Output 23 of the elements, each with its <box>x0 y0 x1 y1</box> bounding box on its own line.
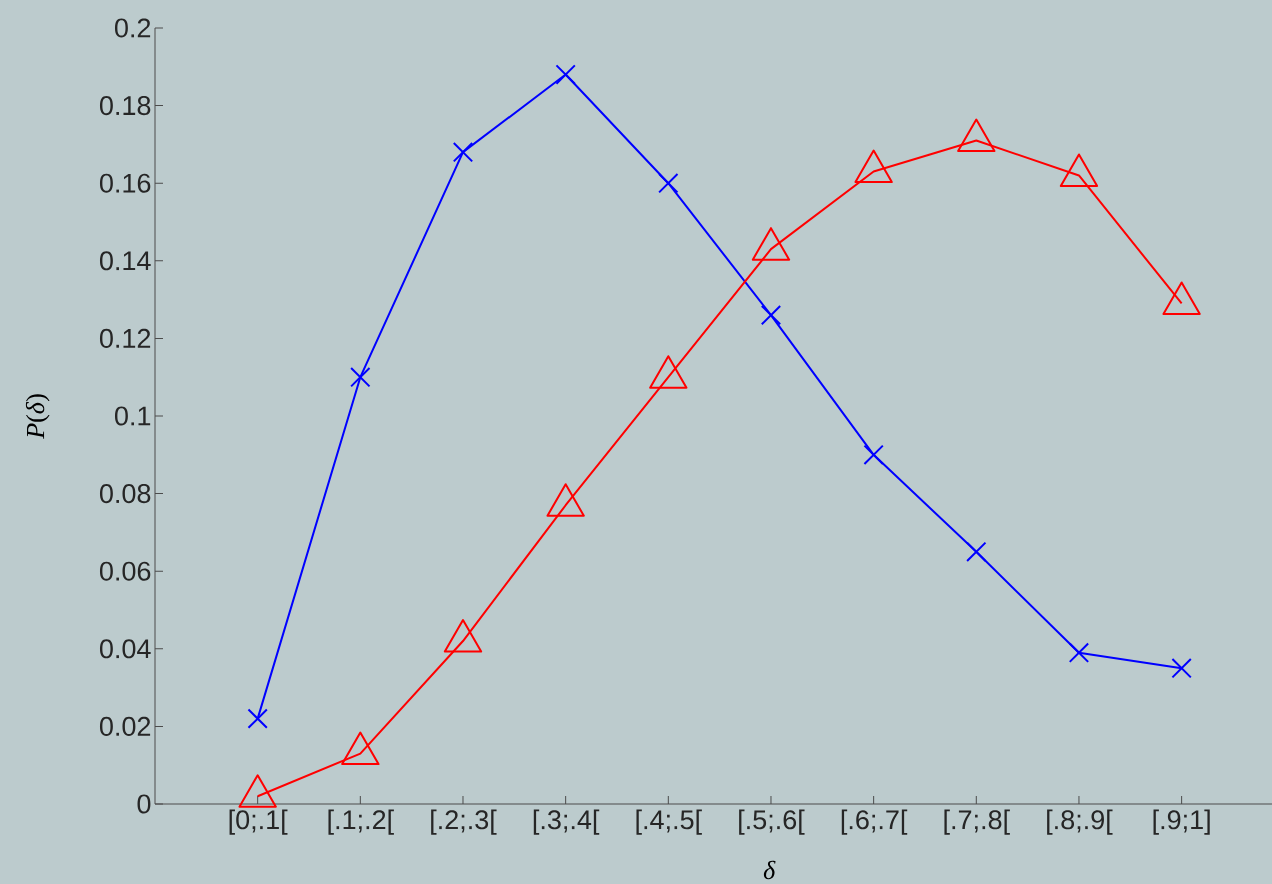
x-tick-label: [.7;.8[ <box>944 809 1010 835</box>
x-tick-label: [.8;.9[ <box>1047 809 1113 835</box>
y-tick-label: 0.12 <box>99 328 151 348</box>
y-tick-label: 0.02 <box>99 716 151 736</box>
y-tick-label: 0.2 <box>114 18 151 38</box>
y-tick-label: 0.08 <box>99 484 151 504</box>
x-tick-label: [.2;.3[ <box>431 809 497 835</box>
x-tick-label: [.5;.6[ <box>739 809 805 835</box>
y-tick-label: 0.16 <box>99 173 151 193</box>
y-tick-label: 0 <box>137 794 151 814</box>
y-tick-label: 0.06 <box>99 561 151 581</box>
y-axis-title: P(δ) <box>25 394 50 439</box>
x-tick-label: [.6;.7[ <box>841 809 908 835</box>
x-tick-label: [.3;.4[ <box>533 809 600 835</box>
y-tick-label: 0.04 <box>99 639 151 659</box>
x-tick-label: [0;.1[ <box>229 809 288 835</box>
y-tick-label: 0.18 <box>99 96 151 116</box>
x-tick-label: [.9;1] <box>1153 809 1210 835</box>
x-tick-label: [.1;.2[ <box>328 809 394 835</box>
x-tick-label: [.4;.5[ <box>636 809 702 835</box>
x-axis-title: δ <box>763 860 776 880</box>
y-tick-label: 0.14 <box>99 251 151 271</box>
y-tick-label: 0.1 <box>114 406 151 426</box>
